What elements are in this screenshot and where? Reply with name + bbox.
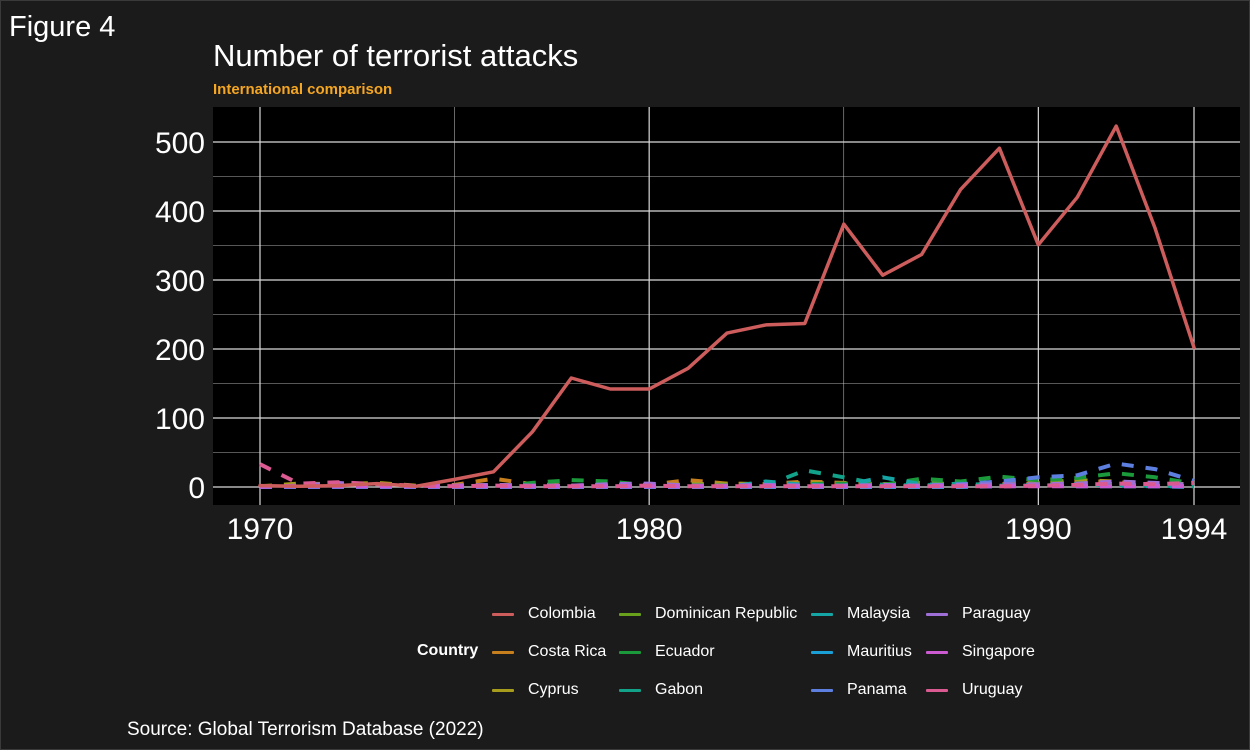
legend-label: Costa Rica: [528, 643, 607, 660]
y-tick-label: 200: [155, 334, 205, 367]
legend-key: [926, 650, 948, 654]
legend-key: [811, 650, 833, 654]
legend-item: Costa Rica: [492, 640, 606, 664]
legend-item: Panama: [811, 678, 907, 702]
chart-title: Number of terrorist attacks: [213, 38, 579, 73]
legend-key: [811, 612, 833, 616]
legend-label: Cyprus: [528, 681, 579, 698]
legend-key: [926, 612, 948, 616]
legend-key: [619, 612, 641, 616]
legend-label: Paraguay: [962, 605, 1031, 622]
y-tick-label: 500: [155, 127, 205, 160]
legend-item: Cyprus: [492, 678, 579, 702]
legend-item: Dominican Republic: [619, 602, 797, 626]
source-note: Source: Global Terrorism Database (2022): [127, 719, 484, 740]
legend-item: Mauritius: [811, 640, 912, 664]
series-line-colombia: [258, 124, 1196, 489]
legend-label: Malaysia: [847, 605, 911, 622]
legend-label: Singapore: [962, 643, 1035, 660]
legend-label: Panama: [847, 681, 907, 698]
legend-item: Malaysia: [811, 602, 910, 626]
y-tick-label: 300: [155, 265, 205, 298]
legend-key: [811, 688, 833, 692]
legend-title: Country: [417, 642, 479, 659]
figure-label: Figure 4: [9, 11, 116, 43]
legend: Colombia Costa Rica Cyprus Dominican Republ…: [492, 600, 1232, 710]
chart-subtitle: International comparison: [213, 81, 393, 98]
legend-label: Mauritius: [847, 643, 912, 660]
legend-label: Dominican Republic: [655, 605, 798, 622]
legend-key: [619, 688, 641, 692]
legend-item: Paraguay: [926, 602, 1031, 626]
legend-item: Ecuador: [619, 640, 715, 664]
y-tick-label: 0: [188, 472, 205, 505]
legend-item: Gabon: [619, 678, 703, 702]
legend-label: Colombia: [528, 605, 596, 622]
legend-item: Singapore: [926, 640, 1035, 664]
y-tick-label: 400: [155, 196, 205, 229]
legend-item: Colombia: [492, 602, 596, 626]
legend-key: [619, 650, 641, 654]
x-tick-label: 1980: [616, 513, 683, 546]
legend-key: [926, 688, 948, 692]
legend-key: [492, 612, 514, 616]
legend-label: Gabon: [655, 681, 704, 698]
x-tick-label: 1970: [227, 513, 294, 546]
legend-label: Uruguay: [962, 681, 1023, 698]
legend-label: Ecuador: [655, 643, 715, 660]
legend-key: [492, 688, 514, 692]
x-tick-label: 1990: [1005, 513, 1072, 546]
plot-panel: [213, 107, 1240, 505]
legend-key: [492, 650, 514, 654]
legend-item: Uruguay: [926, 678, 1022, 702]
y-tick-label: 100: [155, 403, 205, 436]
x-tick-label: 1994: [1161, 513, 1228, 546]
